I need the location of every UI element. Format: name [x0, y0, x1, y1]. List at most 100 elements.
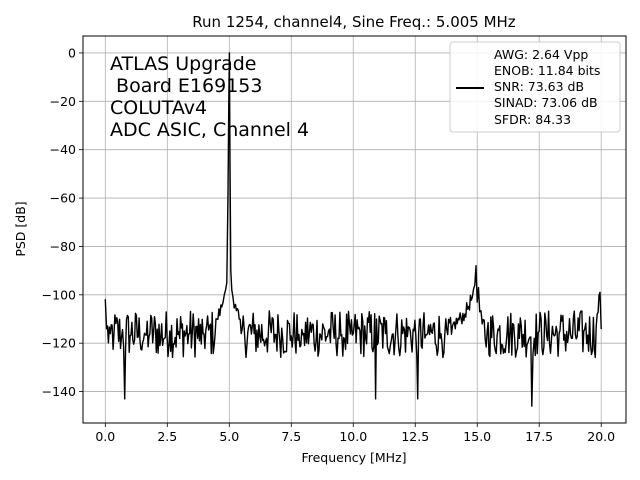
psd-data-point	[397, 335, 399, 337]
x-tick-label: 20.0	[587, 429, 615, 444]
psd-data-point	[243, 328, 245, 330]
x-axis-label: Frequency [MHz]	[301, 450, 406, 465]
psd-data-point	[228, 52, 231, 54]
psd-data-point	[486, 330, 488, 332]
psd-data-point	[120, 337, 123, 339]
psd-data-point	[474, 284, 476, 286]
y-tick-label: −120	[42, 336, 76, 351]
y-tick-label: −40	[50, 142, 76, 157]
psd-data-point	[365, 337, 367, 339]
psd-data-point	[570, 337, 573, 339]
plot-frame	[82, 35, 627, 424]
psd-data-point	[124, 398, 126, 400]
x-axis: 0.0 2.5 5.0 7.5 10.0 12.5 15.0 17.5 20.0	[95, 423, 615, 444]
psd-data-point	[506, 332, 508, 335]
psd-data-point	[531, 405, 533, 407]
psd-data-point	[104, 299, 106, 301]
y-axis-label: PSD [dB]	[13, 201, 28, 256]
series-layer	[104, 52, 602, 407]
psd-data-point	[229, 161, 231, 163]
psd-data-point	[479, 311, 481, 313]
chart-title: Run 1254, channel4, Sine Freq.: 5.005 MH…	[192, 13, 516, 31]
psd-data-point	[198, 340, 201, 342]
psd-data-point	[477, 286, 480, 289]
legend-entry: SINAD: 73.06 dB	[494, 95, 598, 110]
x-tick-label: 15.0	[463, 429, 491, 444]
psd-data-point	[223, 294, 225, 296]
psd-data-point	[169, 330, 171, 332]
psd-data-point	[496, 335, 498, 337]
psd-data-point	[439, 337, 441, 339]
psd-data-point	[226, 282, 228, 284]
y-tick-label: −60	[50, 191, 76, 206]
x-tick-label: 12.5	[401, 429, 429, 444]
psd-data-point	[231, 289, 233, 291]
psd-data-point	[599, 291, 601, 293]
annotation-line: ADC ASIC, Channel 4	[110, 119, 309, 141]
psd-data-point	[546, 335, 548, 337]
annotation-line: COLUTAv4	[110, 97, 207, 119]
psd-data-point	[228, 100, 230, 102]
psd-data-point	[374, 398, 377, 400]
legend-box	[449, 41, 621, 133]
legend-entry: ENOB: 11.84 bits	[494, 63, 600, 78]
psd-data-point	[303, 332, 305, 335]
psd-data-point	[409, 330, 411, 332]
psd-data-point	[340, 335, 342, 337]
x-tick-label: 5.0	[219, 429, 239, 444]
psd-data-point	[139, 340, 141, 342]
y-tick-label: −100	[42, 287, 76, 302]
psd-data-point	[327, 330, 330, 332]
psd-data-point	[230, 270, 232, 272]
psd-data-point	[417, 398, 419, 400]
psd-data-point	[189, 332, 191, 335]
psd-data-point	[159, 345, 161, 347]
psd-data-point	[451, 325, 454, 327]
psd-data-point	[105, 328, 108, 330]
y-tick-label: 0	[68, 45, 76, 60]
psd-data-point	[427, 332, 429, 335]
psd-data-point	[113, 332, 115, 335]
psd-data-point	[234, 303, 237, 306]
x-tick-label: 17.5	[525, 429, 553, 444]
x-tick-label: 7.5	[281, 429, 301, 444]
x-tick-label: 2.5	[157, 429, 177, 444]
legend-entry: AWG: 2.64 Vpp	[494, 47, 588, 62]
legend: AWG: 2.64 Vpp ENOB: 11.84 bits SNR: 73.6…	[449, 41, 621, 133]
psd-data-point	[538, 330, 540, 332]
psd-data-point	[475, 265, 477, 267]
psd-data-point	[476, 301, 478, 303]
psd-data-point	[149, 332, 151, 335]
psd-data-point	[315, 340, 317, 342]
annotation-line: Board E169153	[110, 75, 262, 97]
psd-data-point	[595, 325, 597, 327]
psd-data-point	[221, 306, 223, 308]
psd-data-point	[179, 337, 181, 339]
legend-entry: SFDR: 84.33	[494, 112, 571, 127]
psd-data-point	[129, 335, 131, 337]
psd-data-point	[352, 332, 354, 335]
psd-data-point	[464, 313, 466, 315]
psd-data-point	[208, 325, 211, 327]
psd-data-point	[481, 323, 483, 325]
y-axis: 0 −20 −40 −60 −80 −100 −120 −140	[42, 45, 83, 399]
legend-entry: SNR: 73.63 dB	[494, 79, 584, 94]
psd-data-point	[471, 296, 473, 298]
psd-data-point	[558, 332, 560, 335]
psd-data-point	[265, 337, 268, 339]
x-tick-label: 10.0	[339, 429, 367, 444]
psd-data-point	[216, 318, 218, 320]
y-tick-label: −140	[42, 384, 76, 399]
psd-data-point	[290, 335, 292, 337]
psd-series-line	[104, 52, 602, 407]
psd-data-point	[518, 337, 520, 339]
psd-data-point	[583, 330, 585, 332]
psd-data-point	[600, 328, 602, 330]
annotation-line: ATLAS Upgrade	[110, 53, 256, 75]
psd-data-point	[238, 318, 240, 320]
psd-data-point	[533, 337, 535, 339]
psd-data-point	[227, 192, 229, 194]
psd-data-point	[232, 296, 234, 298]
psd-data-point	[253, 332, 255, 335]
